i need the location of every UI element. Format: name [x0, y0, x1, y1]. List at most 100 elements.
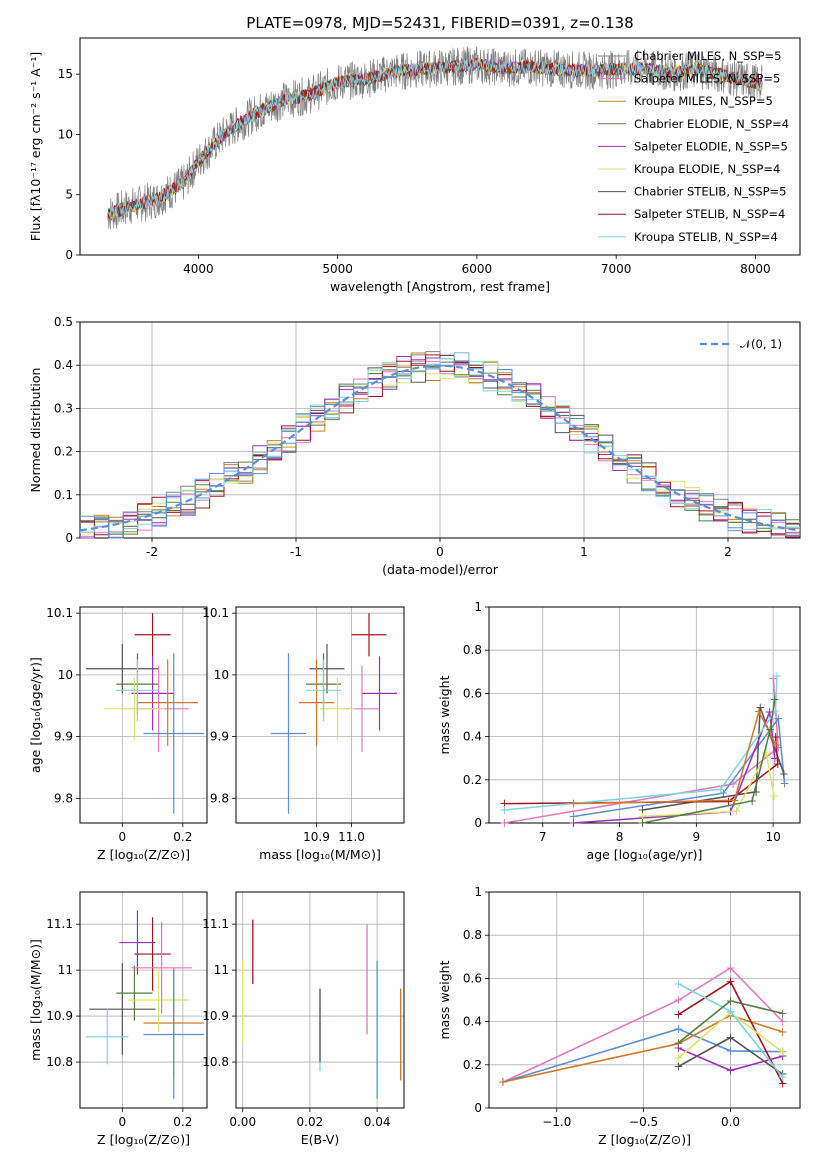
- weight-marker: +: [673, 993, 683, 1007]
- weight-marker: +: [673, 1041, 683, 1055]
- weight-marker: +: [770, 704, 780, 718]
- y-tick-label: 11: [58, 963, 73, 977]
- y-tick-label: 10: [214, 668, 229, 682]
- histogram-step: [80, 360, 800, 539]
- panel-age-vs-mass: 10.9 11.0 9.8 9.9 10 10.1 mass [log₁₀(M/M⊙)]: [202, 606, 405, 862]
- panel-mass-vs-EBV: 0.00 0.02 0.04 10.8 10.9 11 11.1 E(B-V): [202, 891, 405, 1147]
- y-tick-label: 11.1: [202, 917, 229, 931]
- legend-label: 𝒩(0, 1): [740, 337, 782, 351]
- legend-label: Salpeter MILES, N_SSP=5: [634, 72, 780, 86]
- y-tick-label: 0: [474, 1101, 482, 1115]
- weight-marker: +: [498, 1075, 508, 1089]
- weight-marker: +: [725, 1044, 735, 1058]
- weight-line: [504, 678, 779, 824]
- y-axis-label: mass weight: [437, 960, 452, 1039]
- y-tick-label: 0.4: [54, 358, 73, 372]
- y-tick-label: 10.1: [46, 606, 73, 620]
- weight-marker: +: [673, 977, 683, 991]
- weight-marker: +: [771, 730, 781, 744]
- chart-title: PLATE=0978, MJD=52431, FIBERID=0391, z=0…: [246, 14, 633, 32]
- weight-marker: +: [673, 1060, 683, 1074]
- x-tick-label: 0.0: [721, 1115, 740, 1129]
- y-tick-label: 10: [58, 127, 73, 141]
- panel-spectrum: 4000 5000 6000 7000 8000 0 5 10 15 wavelength [An…: [28, 37, 801, 294]
- y-tick-label: 10.9: [202, 1009, 229, 1023]
- y-tick-label: 11: [214, 963, 229, 977]
- y-tick-label: 11.1: [46, 917, 73, 931]
- gaussian-curve: [79, 364, 801, 532]
- plot-frame: [79, 321, 801, 539]
- y-tick-label: 0.6: [463, 971, 482, 985]
- x-axis-label: Z [log₁₀(Z/Z⊙)]: [97, 1132, 190, 1147]
- x-tick-label: 6000: [462, 262, 493, 276]
- panel-mass-weight-vs-Z: −1.0 −0.5 0.0 0 0.2 0.4 0.6 0.8 1 Z [log₁₀(Z/Z⊙)]…: [437, 885, 801, 1147]
- weight-marker: +: [779, 767, 789, 781]
- y-tick-label: 0.2: [54, 445, 73, 459]
- histogram-step: [80, 360, 800, 534]
- weight-marker: +: [771, 738, 781, 752]
- plot-frame: [79, 891, 208, 1109]
- x-tick-label: 10.9: [303, 830, 330, 844]
- weight-marker: +: [673, 1037, 683, 1051]
- weight-marker: +: [638, 816, 648, 830]
- x-axis-label: mass [log₁₀(M/M⊙)]: [259, 847, 381, 862]
- legend-label: Kroupa STELIB, N_SSP=4: [634, 230, 778, 244]
- weight-marker: +: [723, 795, 733, 809]
- weight-marker: +: [778, 1025, 788, 1039]
- y-tick-label: 9.9: [54, 730, 73, 744]
- plot-frame: [235, 606, 405, 824]
- weight-marker: +: [718, 786, 728, 800]
- weight-line: [573, 716, 786, 818]
- y-tick-label: 1: [474, 600, 482, 614]
- x-axis-label: age [log₁₀(age/yr)]: [587, 847, 703, 862]
- panel-mass-weight-vs-age: 7 8 9 10 0 0.2 0.4 0.6 0.8 1 age [log₁₀(age/yr)] ma…: [437, 600, 801, 862]
- weight-marker: +: [725, 1064, 735, 1078]
- x-tick-label: −0.5: [629, 1115, 658, 1129]
- weight-line: [678, 1036, 784, 1075]
- y-tick-label: 0: [65, 531, 73, 545]
- x-tick-label: 9: [693, 830, 701, 844]
- y-tick-label: 10.9: [46, 1009, 73, 1023]
- legend-label: Chabrier STELIB, N_SSP=5: [634, 185, 786, 199]
- x-tick-label: 0: [119, 830, 127, 844]
- y-tick-label: 0.5: [54, 315, 73, 329]
- y-axis-label: age [log₁₀(age/yr)]: [28, 657, 43, 773]
- weight-line: [502, 1014, 783, 1083]
- weight-marker: +: [770, 692, 780, 706]
- plot-frame: [79, 606, 208, 824]
- weight-marker: +: [638, 803, 648, 817]
- weight-marker: +: [499, 816, 509, 830]
- weight-marker: +: [778, 1067, 788, 1081]
- weight-marker: +: [768, 672, 778, 686]
- weight-marker: +: [673, 1022, 683, 1036]
- weight-marker: +: [731, 804, 741, 818]
- y-tick-label: 0.6: [463, 686, 482, 700]
- spectrum-series-line: [107, 58, 763, 218]
- y-tick-label: 0.8: [463, 928, 482, 942]
- weight-line: [678, 1047, 783, 1072]
- weight-marker: +: [747, 794, 757, 808]
- weight-marker: +: [729, 793, 739, 807]
- x-tick-label: 2: [724, 545, 732, 559]
- y-tick-label: 10.1: [202, 606, 229, 620]
- weight-line: [573, 709, 777, 805]
- weight-marker: +: [773, 712, 783, 726]
- x-axis-label: wavelength [Angstrom, rest frame]: [330, 279, 550, 294]
- y-tick-label: 10.8: [46, 1055, 73, 1069]
- weight-marker: +: [725, 994, 735, 1008]
- x-tick-label: 5000: [322, 262, 353, 276]
- weight-marker: +: [568, 816, 578, 830]
- y-tick-label: 9.8: [210, 791, 229, 805]
- weight-marker: +: [778, 1049, 788, 1063]
- spectrum-lines: [107, 46, 763, 230]
- legend-label: Salpeter ELODIE, N_SSP=5: [634, 139, 788, 153]
- weight-marker: +: [725, 1004, 735, 1018]
- weight-marker: +: [725, 1008, 735, 1022]
- weight-marker: +: [778, 1014, 788, 1028]
- weight-marker: +: [773, 757, 783, 771]
- weight-marker: +: [765, 723, 775, 737]
- panel-residuals: -2 -1 0 1 2 0 0.1 0.2 0.3 0.4 0.5 (data-model)/erro…: [28, 315, 801, 577]
- weight-marker: +: [499, 803, 509, 817]
- y-tick-label: 0.8: [463, 643, 482, 657]
